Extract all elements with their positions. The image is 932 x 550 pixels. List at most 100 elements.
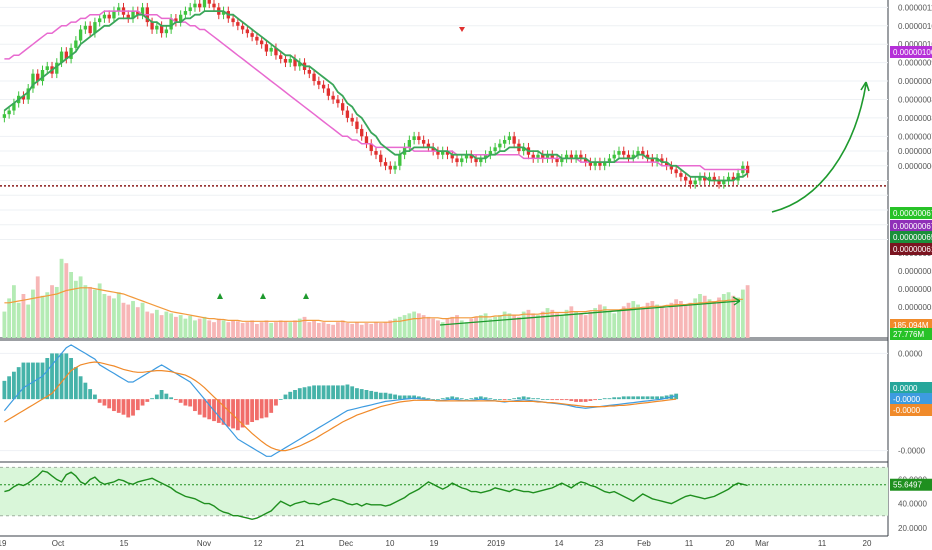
candle-body[interactable] bbox=[450, 154, 454, 159]
candle-body[interactable] bbox=[374, 151, 378, 155]
candle-body[interactable] bbox=[150, 22, 154, 30]
macd-histogram-bar[interactable] bbox=[636, 396, 640, 400]
volume-bar[interactable] bbox=[602, 306, 607, 338]
candle-body[interactable] bbox=[498, 143, 502, 148]
macd-histogram-bar[interactable] bbox=[497, 399, 502, 400]
macd-histogram-bar[interactable] bbox=[378, 392, 383, 400]
candle-body[interactable] bbox=[55, 62, 59, 74]
macd-histogram-bar[interactable] bbox=[107, 399, 112, 409]
candle-body[interactable] bbox=[164, 29, 169, 34]
volume-bar[interactable] bbox=[631, 301, 636, 338]
volume-bar[interactable] bbox=[331, 324, 336, 338]
signal-line[interactable] bbox=[4, 361, 677, 452]
macd-histogram-bar[interactable] bbox=[12, 371, 16, 400]
candle-body[interactable] bbox=[588, 162, 593, 166]
candle-body[interactable] bbox=[731, 176, 735, 181]
macd-histogram-bar[interactable] bbox=[645, 396, 650, 400]
volume-bar[interactable] bbox=[426, 316, 431, 338]
candle-body[interactable] bbox=[445, 151, 450, 155]
candle-body[interactable] bbox=[78, 29, 83, 41]
volume-ma-line[interactable] bbox=[4, 287, 743, 323]
candle-body[interactable] bbox=[288, 58, 292, 63]
volume-bar[interactable] bbox=[364, 323, 369, 338]
volume-bar[interactable] bbox=[440, 322, 445, 338]
candle-body[interactable] bbox=[298, 62, 302, 67]
candle-body[interactable] bbox=[183, 11, 188, 15]
macd-histogram-bar[interactable] bbox=[626, 396, 631, 400]
macd-histogram-bar[interactable] bbox=[331, 385, 336, 400]
macd-histogram-bar[interactable] bbox=[21, 362, 26, 400]
macd-histogram-bar[interactable] bbox=[355, 388, 359, 400]
candle-body[interactable] bbox=[383, 162, 388, 166]
macd-histogram-bar[interactable] bbox=[631, 396, 636, 400]
candle-body[interactable] bbox=[174, 18, 178, 23]
volume-bar[interactable] bbox=[221, 320, 226, 338]
candle-body[interactable] bbox=[641, 151, 645, 155]
macd-histogram-bar[interactable] bbox=[226, 399, 231, 427]
volume-bar[interactable] bbox=[126, 304, 131, 338]
candle-body[interactable] bbox=[2, 114, 7, 118]
macd-histogram-bar[interactable] bbox=[402, 395, 407, 400]
macd-histogram-bar[interactable] bbox=[483, 397, 488, 400]
volume-bar[interactable] bbox=[278, 320, 283, 338]
macd-histogram-bar[interactable] bbox=[69, 358, 73, 400]
macd-histogram-bar[interactable] bbox=[502, 399, 507, 401]
macd-histogram-bar[interactable] bbox=[131, 399, 135, 416]
volume-bar[interactable] bbox=[131, 301, 135, 338]
macd-histogram-bar[interactable] bbox=[307, 386, 312, 400]
volume-bar[interactable] bbox=[16, 302, 21, 338]
macd-histogram-bar[interactable] bbox=[455, 397, 459, 400]
volume-bar[interactable] bbox=[121, 302, 126, 338]
volume-bar[interactable] bbox=[173, 316, 178, 338]
candle-body[interactable] bbox=[155, 25, 159, 30]
volume-bar[interactable] bbox=[555, 313, 559, 338]
macd-histogram-bar[interactable] bbox=[517, 397, 521, 400]
volume-bar[interactable] bbox=[540, 311, 545, 338]
candle-body[interactable] bbox=[583, 158, 588, 163]
candle-body[interactable] bbox=[431, 147, 435, 152]
candle-body[interactable] bbox=[36, 73, 40, 82]
candle-body[interactable] bbox=[64, 51, 68, 59]
candle-body[interactable] bbox=[645, 154, 650, 159]
macd-histogram-bar[interactable] bbox=[188, 399, 193, 407]
candle-body[interactable] bbox=[531, 154, 535, 159]
volume-bar[interactable] bbox=[736, 297, 740, 338]
volume-bar[interactable] bbox=[512, 315, 517, 338]
volume-bar[interactable] bbox=[702, 295, 707, 338]
volume-bar[interactable] bbox=[374, 322, 378, 338]
candle-body[interactable] bbox=[693, 180, 697, 185]
volume-bar[interactable] bbox=[64, 263, 69, 338]
macd-histogram-bar[interactable] bbox=[321, 385, 326, 400]
candle-body[interactable] bbox=[379, 154, 383, 163]
time-axis[interactable]: 19 Oct 15 Nov 12 21 Dec 10 19 2019 14 23 Feb 11 20 Mar 1… bbox=[0, 539, 872, 548]
candle-body[interactable] bbox=[464, 154, 469, 159]
macd-histogram-bar[interactable] bbox=[550, 399, 555, 401]
candle-body[interactable] bbox=[188, 7, 192, 12]
volume-bar[interactable] bbox=[154, 309, 159, 338]
macd-histogram-bar[interactable] bbox=[278, 399, 283, 400]
volume-bar[interactable] bbox=[69, 272, 73, 338]
volume-bar[interactable] bbox=[235, 321, 240, 338]
candle-body[interactable] bbox=[650, 158, 654, 163]
macd-histogram-bar[interactable] bbox=[388, 393, 393, 400]
volume-bar[interactable] bbox=[145, 311, 150, 338]
volume-bar[interactable] bbox=[450, 316, 455, 338]
macd-histogram-bar[interactable] bbox=[640, 396, 645, 400]
candle-body[interactable] bbox=[126, 14, 130, 19]
volume-bar[interactable] bbox=[583, 315, 588, 338]
macd-histogram-bar[interactable] bbox=[45, 358, 50, 400]
volume-bar[interactable] bbox=[688, 302, 693, 338]
candle-body[interactable] bbox=[255, 36, 259, 41]
candle-body[interactable] bbox=[274, 47, 278, 56]
volume-bar[interactable] bbox=[183, 318, 188, 338]
volume-bar[interactable] bbox=[626, 302, 631, 338]
macd-histogram-bar[interactable] bbox=[202, 399, 207, 418]
candle-body[interactable] bbox=[393, 165, 397, 170]
candle-body[interactable] bbox=[26, 88, 30, 100]
volume-bar[interactable] bbox=[569, 306, 574, 338]
macd-histogram-bar[interactable] bbox=[116, 399, 121, 413]
candle-body[interactable] bbox=[598, 162, 602, 166]
candle-body[interactable] bbox=[31, 73, 35, 89]
candle-body[interactable] bbox=[388, 165, 392, 170]
candle-body[interactable] bbox=[502, 140, 507, 144]
